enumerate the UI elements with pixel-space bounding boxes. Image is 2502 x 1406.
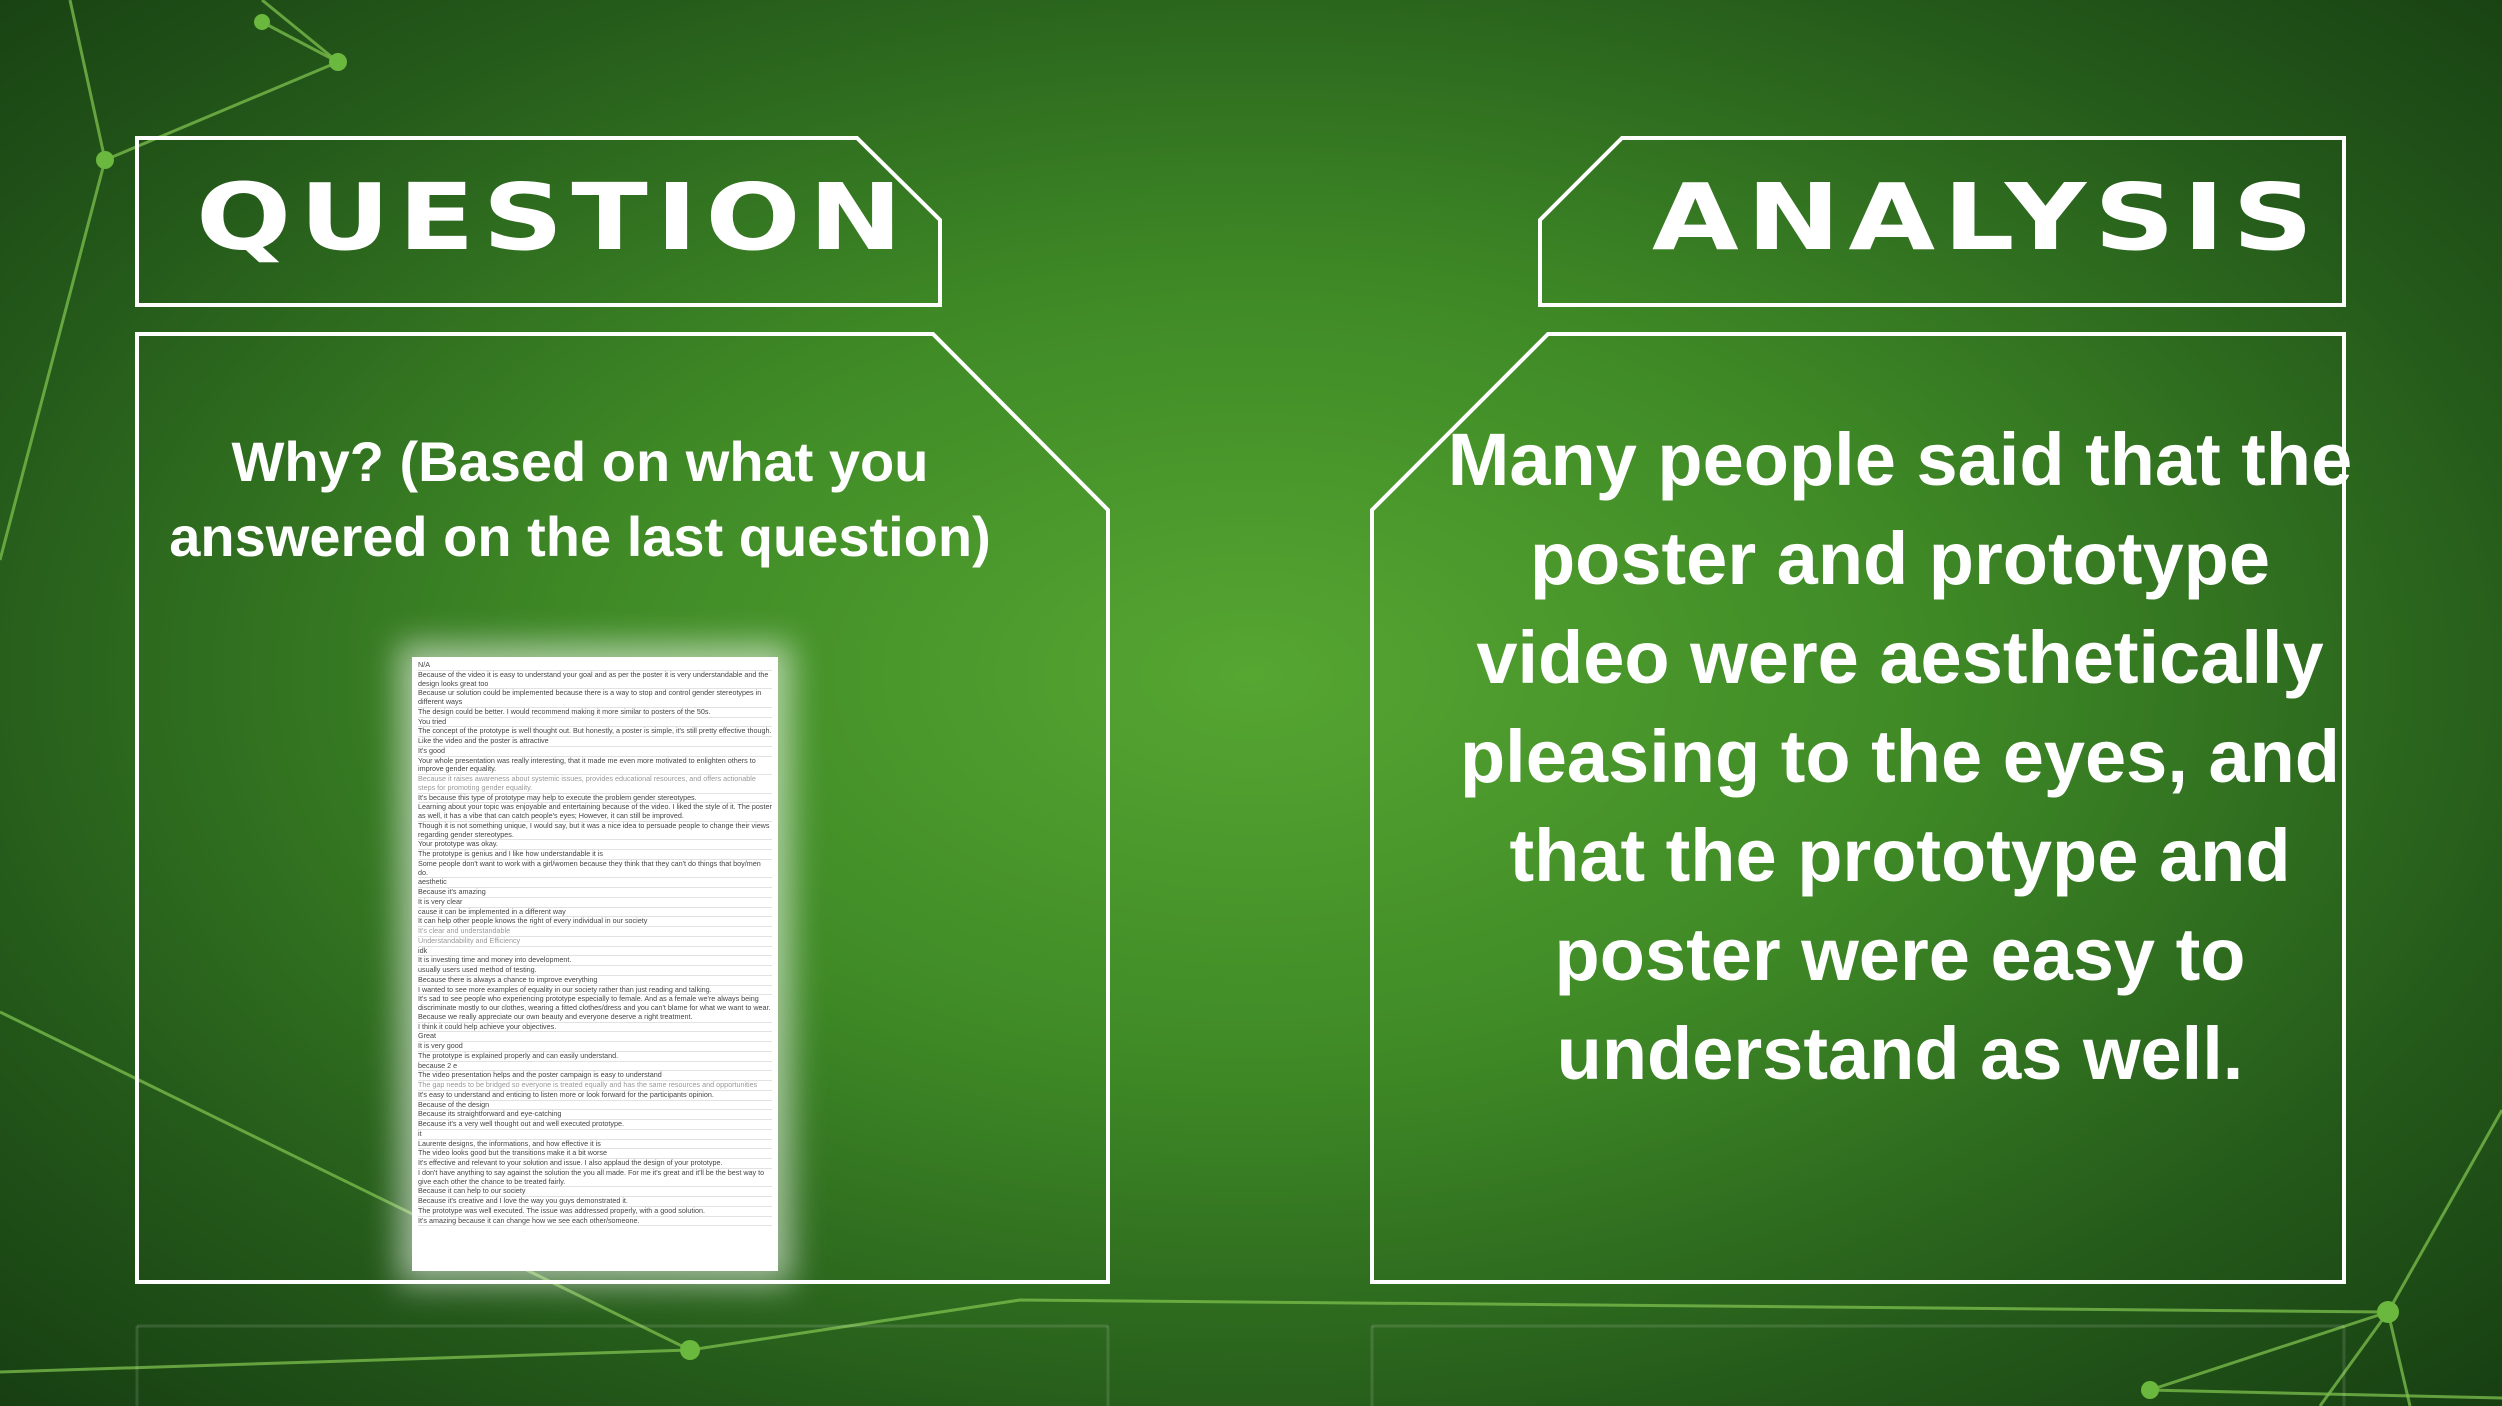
response-item: It's good bbox=[418, 746, 772, 757]
response-item: idk bbox=[418, 946, 772, 957]
response-item: Because ur solution could be implemented… bbox=[418, 688, 772, 708]
response-item: N/A bbox=[418, 660, 772, 671]
response-item: Your prototype was okay. bbox=[418, 839, 772, 850]
response-item: The design could be better. I would reco… bbox=[418, 707, 772, 718]
response-item: The video looks good but the transitions… bbox=[418, 1148, 772, 1159]
response-item: The concept of the prototype is well tho… bbox=[418, 726, 772, 737]
response-item: Because it raises awareness about system… bbox=[418, 774, 772, 794]
response-item: because 2 e bbox=[418, 1061, 772, 1072]
response-item: Because it's creative and I love the way… bbox=[418, 1196, 772, 1207]
analysis-body-frame bbox=[1370, 332, 2346, 1284]
response-item: The gap needs to be bridged so everyone … bbox=[418, 1080, 772, 1091]
response-item: It is investing time and money into deve… bbox=[418, 955, 772, 966]
analysis-text: Many people said that the poster and pro… bbox=[1447, 418, 2353, 1095]
response-item: Because it's a very well thought out and… bbox=[418, 1119, 772, 1130]
response-item: I think it could help achieve your objec… bbox=[418, 1022, 772, 1033]
response-item: I wanted to see more examples of equalit… bbox=[418, 985, 772, 996]
response-item: Learning about your topic was enjoyable … bbox=[418, 802, 772, 822]
response-item: Like the video and the poster is attract… bbox=[418, 736, 772, 747]
response-item: Because it's amazing bbox=[418, 887, 772, 898]
response-item: It is very good bbox=[418, 1041, 772, 1052]
response-item: It's sad to see people who experiencing … bbox=[418, 994, 772, 1023]
response-item: Though it is not something unique, I wou… bbox=[418, 821, 772, 841]
response-item: Because of the design bbox=[418, 1100, 772, 1111]
analysis-heading: ANALYSIS bbox=[1652, 164, 2322, 272]
question-heading-frame bbox=[135, 136, 942, 307]
response-item: Understandability and Efficiency bbox=[418, 936, 772, 947]
response-item: It can help other people knows the right… bbox=[418, 916, 772, 927]
response-item: The prototype was well executed. The iss… bbox=[418, 1206, 772, 1217]
response-item: Great bbox=[418, 1031, 772, 1042]
response-item: usually users used method of testing. bbox=[418, 965, 772, 976]
response-item: The prototype is genius and I like how u… bbox=[418, 849, 772, 860]
response-item: The video presentation helps and the pos… bbox=[418, 1070, 772, 1081]
response-item: It's easy to understand and enticing to … bbox=[418, 1090, 772, 1101]
analysis-heading-frame bbox=[1538, 136, 2346, 307]
question-text: Why? (Based on what you answered on the … bbox=[169, 430, 991, 568]
response-item: It's clear and understandable bbox=[418, 926, 772, 937]
response-item: It's amazing because it can change how w… bbox=[418, 1216, 772, 1227]
response-item: Laurente designs, the informations, and … bbox=[418, 1139, 772, 1150]
survey-responses-screenshot: N/A Because of the video it is easy to un… bbox=[412, 657, 778, 1271]
response-item: Because its straightforward and eye-catc… bbox=[418, 1109, 772, 1120]
response-item: aesthetic bbox=[418, 877, 772, 888]
response-item: You tried bbox=[418, 717, 772, 728]
response-item: Because of the video it is easy to under… bbox=[418, 670, 772, 690]
response-item: it bbox=[418, 1129, 772, 1140]
response-item: It's because this type of prototype may … bbox=[418, 793, 772, 804]
response-item: Because there is always a chance to impr… bbox=[418, 975, 772, 986]
question-heading: QUESTION bbox=[196, 164, 911, 272]
response-item: Your whole presentation was really inter… bbox=[418, 756, 772, 775]
response-item: I don't have anything to say against the… bbox=[418, 1168, 772, 1188]
response-item: Because it can help to our society bbox=[418, 1186, 772, 1197]
response-item: Some people don't want to work with a gi… bbox=[418, 859, 772, 879]
question-body-frame bbox=[135, 332, 1110, 1284]
response-item: It's effective and relevant to your solu… bbox=[418, 1158, 772, 1169]
response-item: The prototype is explained properly and … bbox=[418, 1051, 772, 1062]
response-item: cause it can be implemented in a differe… bbox=[418, 907, 772, 918]
response-item: It is very clear bbox=[418, 897, 772, 908]
